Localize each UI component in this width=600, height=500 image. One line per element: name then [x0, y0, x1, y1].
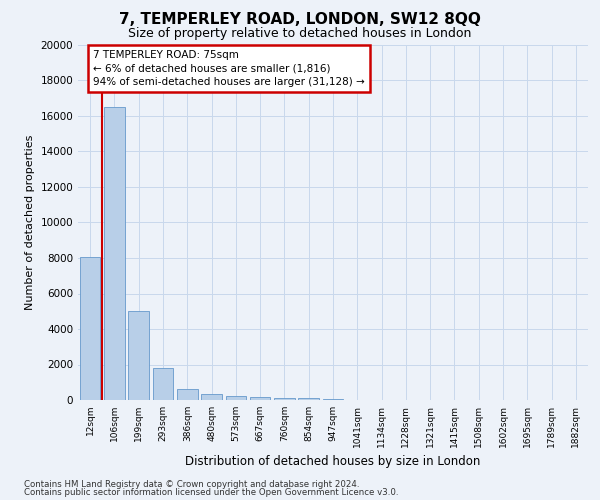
Bar	[201, 394, 222, 400]
Bar	[177, 390, 197, 400]
Bar	[226, 396, 246, 400]
Bar	[298, 398, 319, 400]
Text: Contains HM Land Registry data © Crown copyright and database right 2024.: Contains HM Land Registry data © Crown c…	[24, 480, 359, 489]
Y-axis label: Number of detached properties: Number of detached properties	[25, 135, 35, 310]
X-axis label: Distribution of detached houses by size in London: Distribution of detached houses by size …	[185, 456, 481, 468]
Bar	[152, 368, 173, 400]
Bar	[104, 107, 125, 400]
Bar	[80, 257, 100, 400]
Text: Size of property relative to detached houses in London: Size of property relative to detached ho…	[128, 28, 472, 40]
Bar	[250, 396, 271, 400]
Text: 7, TEMPERLEY ROAD, LONDON, SW12 8QQ: 7, TEMPERLEY ROAD, LONDON, SW12 8QQ	[119, 12, 481, 28]
Bar	[128, 311, 149, 400]
Bar	[274, 398, 295, 400]
Text: Contains public sector information licensed under the Open Government Licence v3: Contains public sector information licen…	[24, 488, 398, 497]
Text: 7 TEMPERLEY ROAD: 75sqm
← 6% of detached houses are smaller (1,816)
94% of semi-: 7 TEMPERLEY ROAD: 75sqm ← 6% of detached…	[94, 50, 365, 86]
